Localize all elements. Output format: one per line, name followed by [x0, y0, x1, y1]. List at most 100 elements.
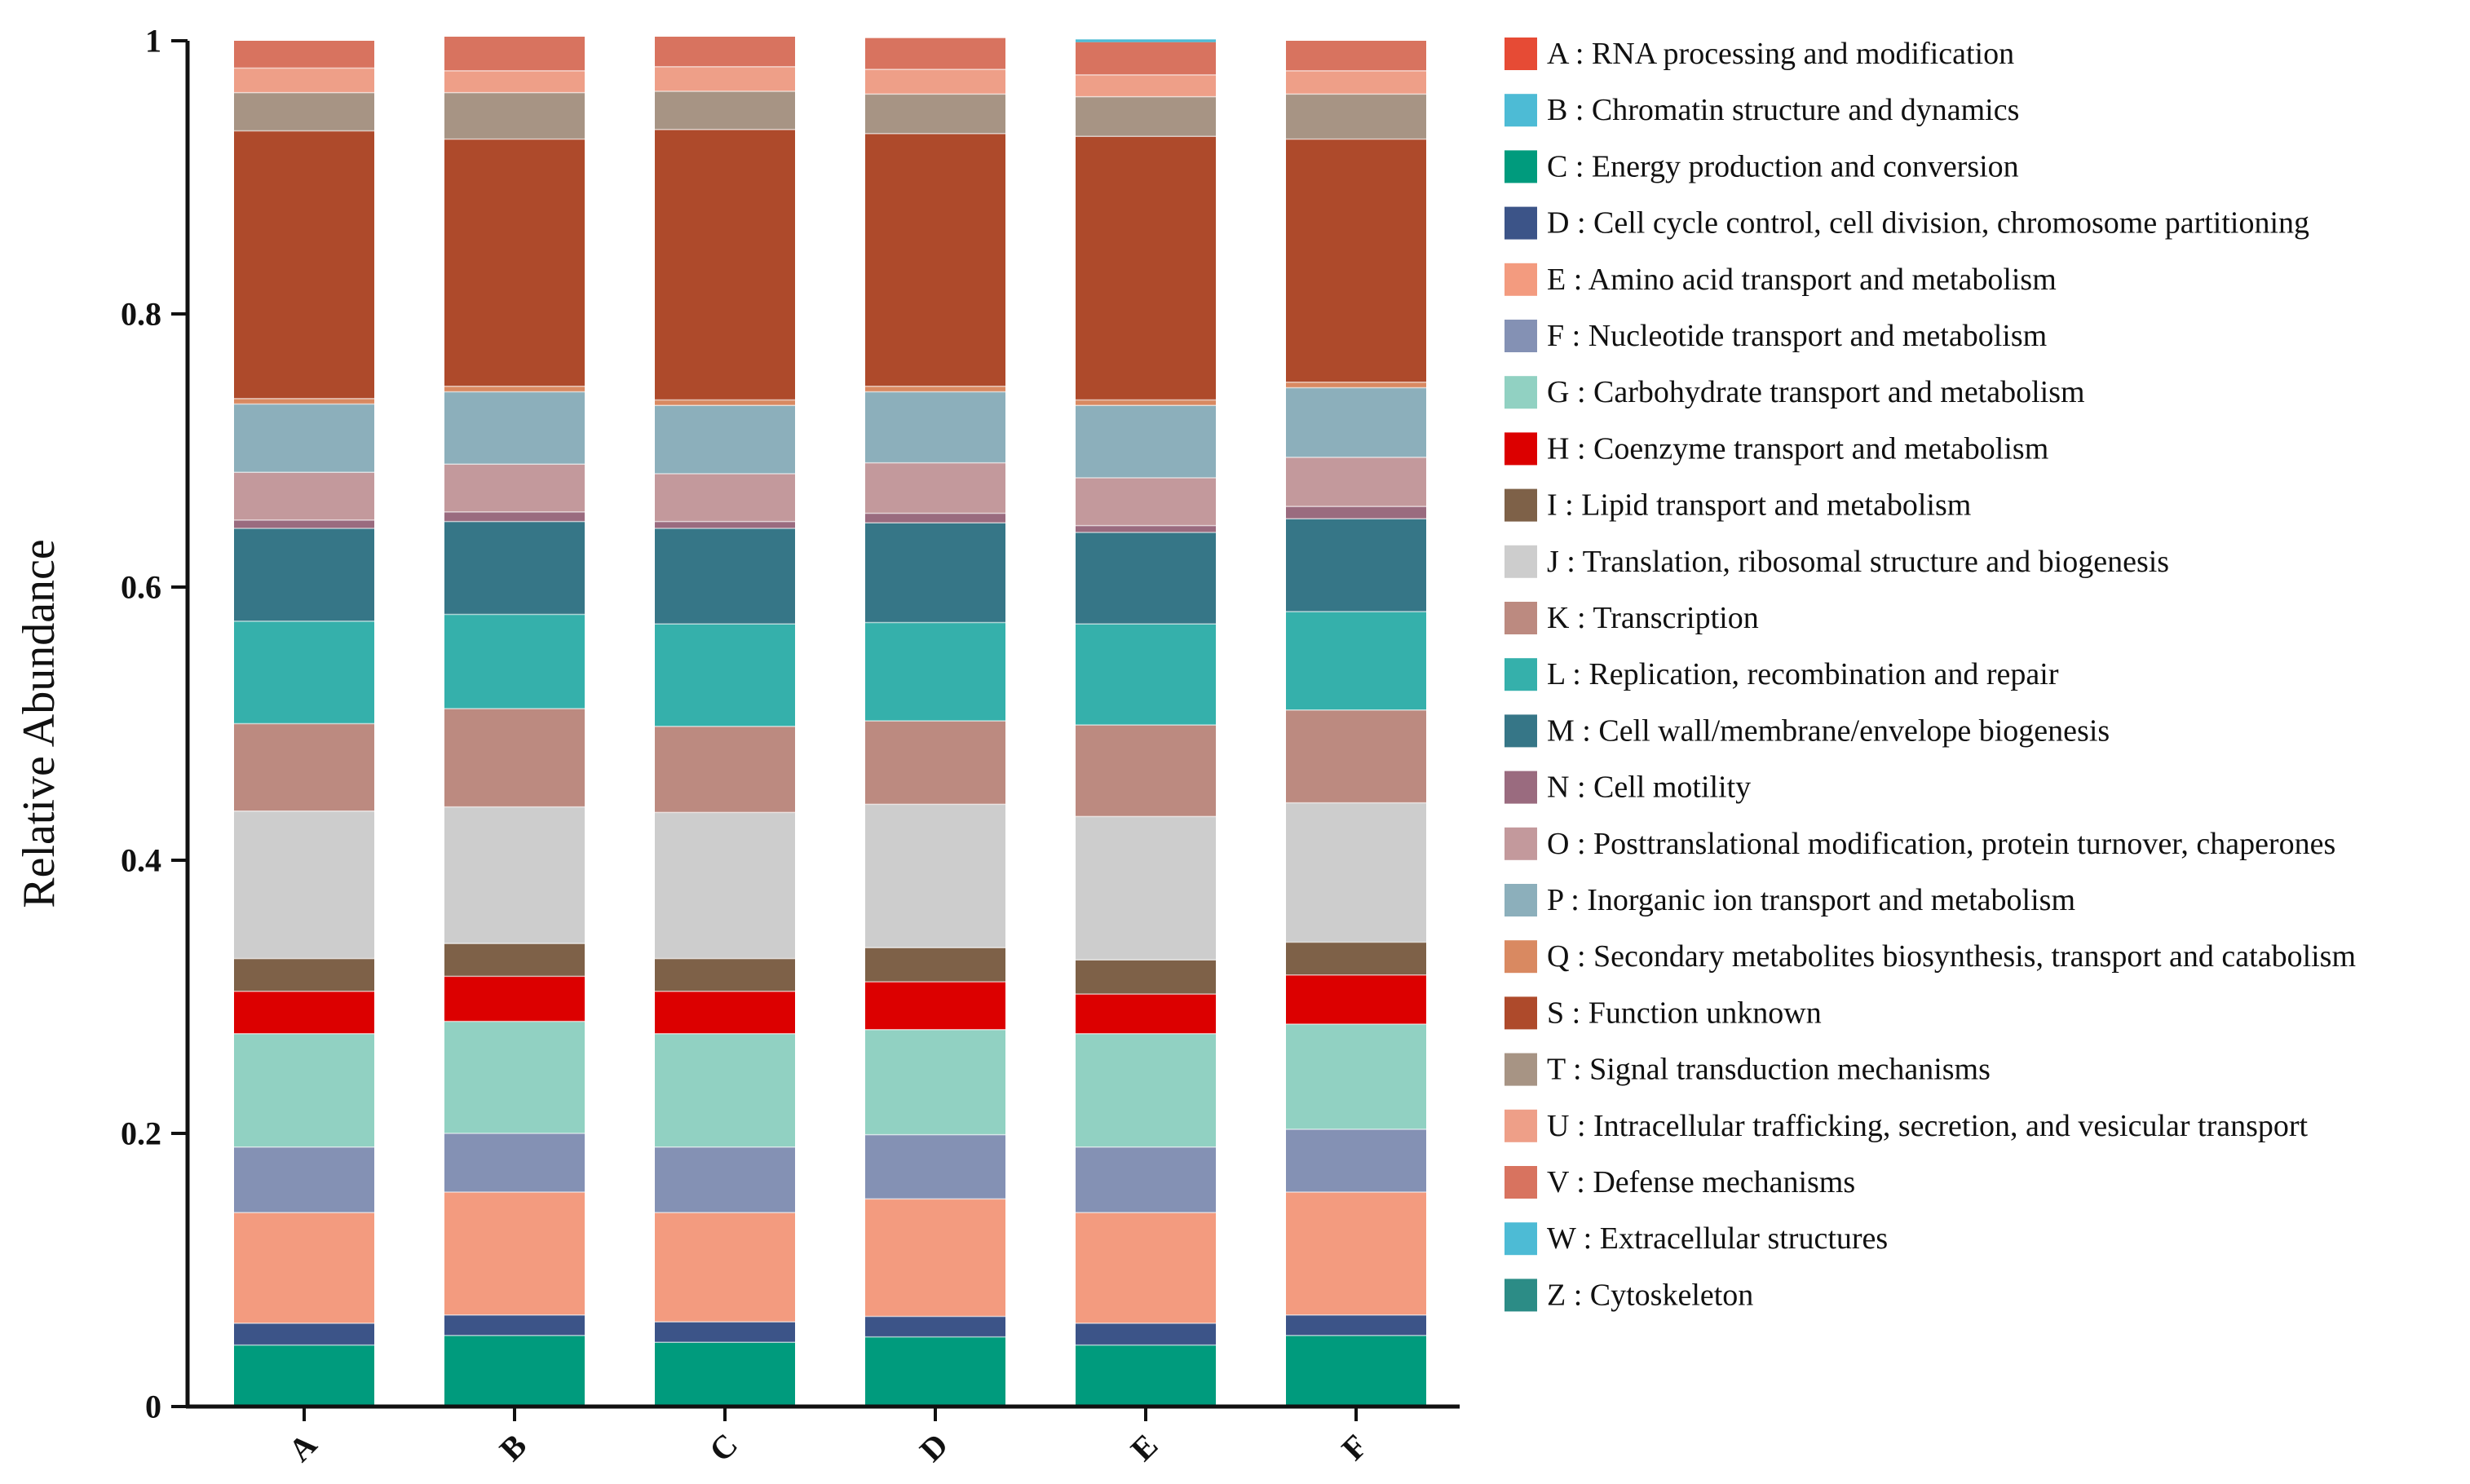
bar-stack-F — [1286, 41, 1426, 1407]
legend-swatch — [1505, 996, 1537, 1030]
bar-segment-D-D — [865, 1316, 1005, 1337]
bar-segment-E-H — [1076, 994, 1216, 1034]
legend-label: S : Function unknown — [1547, 996, 1822, 1030]
legend-label: T : Signal transduction mechanisms — [1547, 1053, 1991, 1087]
bar-segment-E-J — [1076, 816, 1216, 961]
bar-segment-E-F — [1076, 1146, 1216, 1213]
bar-segment-A-Q — [234, 398, 374, 404]
bar-segment-E-V — [1076, 42, 1216, 75]
bar-segment-C-U — [655, 66, 795, 91]
bar-segment-F-F — [1286, 1128, 1426, 1193]
legend-swatch — [1505, 150, 1537, 183]
bar-segment-F-K — [1286, 709, 1426, 803]
legend-item-U: U : Intracellular trafficking, secretion… — [1505, 1109, 2309, 1143]
legend-item-D: D : Cell cycle control, cell division, c… — [1505, 206, 2309, 241]
bar-segment-A-S — [234, 130, 374, 399]
bar-segment-F-Q — [1286, 382, 1426, 388]
legend-swatch — [1505, 1109, 1537, 1142]
bar-segment-A-L — [234, 621, 374, 724]
bar-segment-C-G — [655, 1033, 795, 1147]
legend-swatch — [1505, 1222, 1537, 1256]
bar-segment-F-V — [1286, 41, 1426, 71]
bar-stack-E — [1076, 39, 1216, 1407]
bar-segment-A-V — [234, 41, 374, 68]
bar-segment-E-O — [1076, 478, 1216, 526]
bar-segment-F-O — [1286, 457, 1426, 507]
legend-swatch — [1505, 602, 1537, 634]
bar-segment-B-V — [444, 36, 585, 71]
bar-segment-B-G — [444, 1021, 585, 1133]
bar-segment-F-H — [1286, 974, 1426, 1024]
legend-item-V: V : Defense mechanisms — [1505, 1165, 1855, 1199]
legend-swatch — [1505, 320, 1537, 352]
bar-segment-C-E — [655, 1212, 795, 1323]
bar-segment-C-K — [655, 726, 795, 813]
x-tick-label-B: B — [493, 1427, 534, 1469]
bar-segment-A-C — [234, 1345, 374, 1407]
bar-segment-E-W — [1076, 39, 1216, 42]
bar-segment-A-I — [234, 958, 374, 992]
legend-label: Z : Cytoskeleton — [1547, 1278, 1753, 1312]
bar-segment-F-N — [1286, 506, 1426, 519]
legend-swatch — [1505, 714, 1537, 748]
legend-swatch — [1505, 771, 1537, 804]
legend-item-C: C : Energy production and conversion — [1505, 149, 2019, 183]
legend-label: I : Lipid transport and metabolism — [1547, 488, 1971, 523]
bar-segment-F-S — [1286, 139, 1426, 382]
legend: A : RNA processing and modification B : C… — [1505, 37, 2356, 1312]
bar-segment-B-C — [444, 1335, 585, 1407]
y-axis-title: Relative Abundance — [14, 539, 64, 908]
legend-item-F: F : Nucleotide transport and metabolism — [1505, 319, 2047, 353]
bar-segment-C-T — [655, 91, 795, 130]
bar-segment-E-K — [1076, 725, 1216, 817]
bar-segment-A-F — [234, 1146, 374, 1213]
bar-segment-D-G — [865, 1029, 1005, 1135]
y-tick-label: 0 — [145, 1389, 161, 1425]
legend-swatch — [1505, 1279, 1537, 1312]
legend-label: D : Cell cycle control, cell division, c… — [1547, 206, 2309, 241]
legend-label: G : Carbohydrate transport and metabolis… — [1547, 375, 2085, 409]
bar-segment-D-N — [865, 513, 1005, 523]
bar-segment-A-D — [234, 1323, 374, 1345]
bar-segment-A-E — [234, 1212, 374, 1323]
legend-swatch — [1505, 94, 1537, 127]
legend-label: Q : Secondary metabolites biosynthesis, … — [1547, 939, 2356, 974]
bar-segment-C-F — [655, 1146, 795, 1213]
legend-item-P: P : Inorganic ion transport and metaboli… — [1505, 883, 2075, 917]
bar-segment-C-Q — [655, 400, 795, 406]
legend-label: P : Inorganic ion transport and metaboli… — [1547, 883, 2075, 917]
bar-segment-B-Q — [444, 386, 585, 392]
bar-segment-A-O — [234, 472, 374, 520]
legend-label: K : Transcription — [1547, 601, 1759, 635]
legend-swatch — [1505, 38, 1537, 70]
bar-segment-B-D — [444, 1314, 585, 1336]
bar-segment-B-P — [444, 391, 585, 465]
legend-swatch — [1505, 376, 1537, 409]
bar-segment-E-N — [1076, 525, 1216, 532]
bar-segment-A-T — [234, 92, 374, 131]
bars-layer — [234, 36, 1426, 1407]
bar-segment-B-O — [444, 464, 585, 512]
bar-segment-E-P — [1076, 405, 1216, 478]
y-tick-label: 0.6 — [121, 569, 161, 606]
axes-layer: Relative Abundance — [14, 41, 1460, 1409]
legend-label: B : Chromatin structure and dynamics — [1547, 93, 2019, 127]
legend-swatch — [1505, 940, 1537, 974]
bar-stack-C — [655, 36, 795, 1407]
legend-item-J: J : Translation, ribosomal structure and… — [1505, 545, 2169, 579]
bar-segment-C-H — [655, 991, 795, 1034]
bar-segment-F-T — [1286, 94, 1426, 139]
bar-segment-F-M — [1286, 519, 1426, 612]
bar-segment-A-G — [234, 1033, 374, 1147]
legend-item-A: A : RNA processing and modification — [1505, 37, 2014, 71]
bar-segment-E-U — [1076, 74, 1216, 97]
y-ticks-layer: 0 0.2 0.4 0.6 0.8 1 — [121, 23, 188, 1425]
bar-segment-A-J — [234, 810, 374, 959]
legend-item-B: B : Chromatin structure and dynamics — [1505, 93, 2019, 127]
bar-segment-E-M — [1076, 532, 1216, 625]
bar-segment-B-H — [444, 976, 585, 1022]
bar-segment-C-N — [655, 521, 795, 528]
bar-segment-D-L — [865, 622, 1005, 722]
